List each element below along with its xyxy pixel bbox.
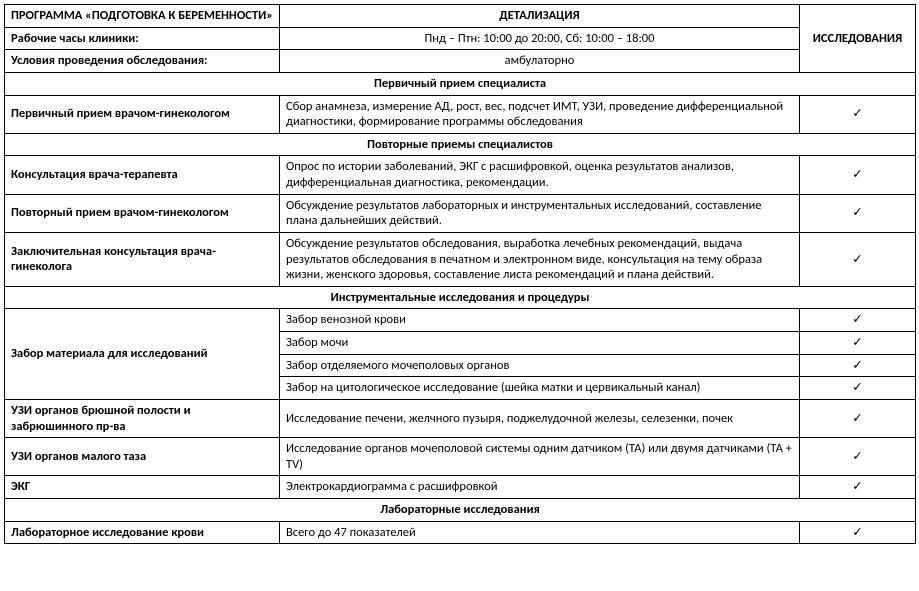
header-detail: ДЕТАЛИЗАЦИЯ <box>280 5 800 28</box>
cell-detail: Забор мочи <box>280 332 800 355</box>
cell-name: Лабораторное исследование крови <box>5 521 280 544</box>
header-program: ПРОГРАММА «ПОДГОТОВКА К БЕРЕМЕННОСТИ» <box>5 5 280 28</box>
header-row: ПРОГРАММА «ПОДГОТОВКА К БЕРЕМЕННОСТИ» ДЕ… <box>5 5 916 28</box>
section-repeat: Повторные приемы специалистов <box>5 133 916 156</box>
cell-detail: Забор на цитологическое исследование (ше… <box>280 377 800 400</box>
row-repeat-gyn: Повторный прием врачом-гинекологом Обсуж… <box>5 194 916 232</box>
cell-detail: Забор отделяемого мочеполовых органов <box>280 354 800 377</box>
section-lab-title: Лабораторные исследования <box>5 499 916 522</box>
cell-detail: Сбор анамнеза, измерение АД, рост, вес, … <box>280 95 800 133</box>
cell-name: Повторный прием врачом-гинекологом <box>5 194 280 232</box>
cell-detail: Всего до 47 показателей <box>280 521 800 544</box>
cell-name: УЗИ органов малого таза <box>5 438 280 476</box>
hours-value: Пнд – Птн: 10:00 до 20:00, Сб: 10:00 – 1… <box>280 27 800 50</box>
check-icon: ✓ <box>800 95 916 133</box>
cond-value: амбулаторно <box>280 50 800 73</box>
hours-row: Рабочие часы клиники: Пнд – Птн: 10:00 д… <box>5 27 916 50</box>
check-icon: ✓ <box>800 438 916 476</box>
cell-name: Консультация врача-терапевта <box>5 156 280 194</box>
cell-name: ЭКГ <box>5 476 280 499</box>
check-icon: ✓ <box>800 156 916 194</box>
cell-detail: Обсуждение результатов обследования, выр… <box>280 232 800 286</box>
section-instrumental-title: Инструментальные исследования и процедур… <box>5 286 916 309</box>
row-primary-gyn: Первичный прием врачом-гинекологом Сбор … <box>5 95 916 133</box>
cell-detail: Исследование печени, желчного пузыря, по… <box>280 399 800 437</box>
row-sample-blood: Забор материала для исследований Забор в… <box>5 309 916 332</box>
row-uzi-abdomen: УЗИ органов брюшной полости и забрюшинно… <box>5 399 916 437</box>
check-icon: ✓ <box>800 332 916 355</box>
section-lab: Лабораторные исследования <box>5 499 916 522</box>
section-instrumental: Инструментальные исследования и процедур… <box>5 286 916 309</box>
cell-name: УЗИ органов брюшной полости и забрюшинно… <box>5 399 280 437</box>
row-lab-blood: Лабораторное исследование крови Всего до… <box>5 521 916 544</box>
row-final-gyn: Заключительная консультация врача-гинеко… <box>5 232 916 286</box>
check-icon: ✓ <box>800 476 916 499</box>
cell-detail: Опрос по истории заболеваний, ЭКГ с расш… <box>280 156 800 194</box>
cell-detail: Забор венозной крови <box>280 309 800 332</box>
program-table: ПРОГРАММА «ПОДГОТОВКА К БЕРЕМЕННОСТИ» ДЕ… <box>4 4 916 544</box>
cell-detail: Обсуждение результатов лабораторных и ин… <box>280 194 800 232</box>
check-icon: ✓ <box>800 354 916 377</box>
cell-name: Первичный прием врачом-гинекологом <box>5 95 280 133</box>
row-therapist: Консультация врача-терапевта Опрос по ис… <box>5 156 916 194</box>
check-icon: ✓ <box>800 194 916 232</box>
cell-detail: Электрокардиограмма с расшифровкой <box>280 476 800 499</box>
section-repeat-title: Повторные приемы специалистов <box>5 133 916 156</box>
check-icon: ✓ <box>800 377 916 400</box>
row-uzi-pelvis: УЗИ органов малого таза Исследование орг… <box>5 438 916 476</box>
check-icon: ✓ <box>800 399 916 437</box>
section-primary: Первичный прием специалиста <box>5 72 916 95</box>
conditions-row: Условия проведения обследования: амбулат… <box>5 50 916 73</box>
section-primary-title: Первичный прием специалиста <box>5 72 916 95</box>
check-icon: ✓ <box>800 521 916 544</box>
hours-label: Рабочие часы клиники: <box>5 27 280 50</box>
check-icon: ✓ <box>800 232 916 286</box>
cond-label: Условия проведения обследования: <box>5 50 280 73</box>
check-icon: ✓ <box>800 309 916 332</box>
cell-name: Забор материала для исследований <box>5 309 280 400</box>
cell-name: Заключительная консультация врача-гинеко… <box>5 232 280 286</box>
cell-detail: Исследование органов мочеполовой системы… <box>280 438 800 476</box>
row-ekg: ЭКГ Электрокардиограмма с расшифровкой ✓ <box>5 476 916 499</box>
header-research: ИССЛЕДОВАНИЯ <box>800 5 916 73</box>
